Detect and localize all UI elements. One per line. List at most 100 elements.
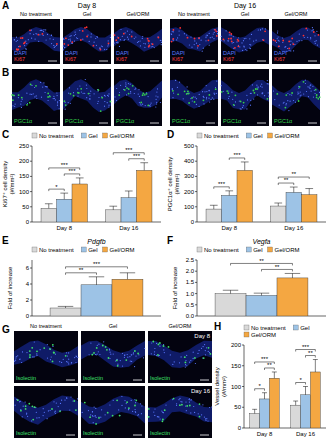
nucleus — [181, 356, 182, 357]
stain-spot — [118, 94, 120, 96]
nucleus — [232, 99, 233, 100]
nucleus — [34, 87, 35, 88]
nucleus — [208, 98, 209, 99]
bar — [237, 170, 252, 222]
error-bar — [128, 191, 129, 198]
plot-area — [215, 273, 308, 316]
stain-spot — [214, 29, 216, 31]
stain-spot — [108, 42, 110, 44]
stain-spot — [243, 102, 245, 104]
error-bar — [244, 162, 245, 170]
nucleus — [267, 80, 268, 81]
stain-spot — [234, 47, 236, 49]
nucleus — [125, 407, 126, 408]
scale-bar — [200, 435, 209, 436]
stain-spot — [25, 408, 27, 410]
nucleus — [104, 106, 105, 107]
stain-spot — [168, 346, 170, 348]
nucleus — [317, 45, 318, 46]
nucleus — [315, 43, 316, 44]
legend-swatch — [246, 247, 251, 252]
nucleus — [108, 44, 109, 45]
nucleus — [173, 40, 174, 41]
error-bar — [309, 189, 310, 195]
stain-spot — [276, 93, 278, 95]
nucleus — [172, 88, 173, 89]
nucleus — [262, 28, 263, 29]
column-header: No treatment — [30, 323, 62, 329]
stain-spot — [53, 352, 55, 354]
nucleus — [161, 410, 162, 411]
legend-swatch — [197, 247, 202, 252]
tissue — [63, 79, 111, 112]
nucleus — [249, 38, 250, 39]
nucleus — [307, 86, 308, 87]
nucleus — [21, 362, 22, 363]
significance-label: *** — [133, 153, 141, 159]
nucleus — [319, 92, 320, 93]
nucleus — [305, 80, 306, 81]
nucleus — [204, 417, 205, 418]
nucleus — [125, 82, 126, 83]
nucleus — [67, 355, 68, 356]
nucleus — [128, 83, 129, 84]
stain-spot — [177, 93, 179, 95]
error-cap — [293, 401, 298, 402]
scale-bar — [200, 380, 209, 381]
nucleus — [297, 92, 298, 93]
nucleus — [155, 95, 156, 96]
y-axis — [32, 146, 33, 222]
error-bar — [292, 273, 293, 277]
nucleus — [77, 96, 78, 97]
nucleus — [110, 37, 111, 38]
scale-bar — [133, 380, 142, 381]
stain-spot — [26, 104, 28, 106]
nucleus — [264, 95, 265, 96]
nucleus — [39, 34, 40, 35]
error-cap — [274, 203, 282, 204]
nucleus — [55, 413, 56, 414]
legend-swatch — [103, 247, 108, 252]
legend-label: Gel — [88, 133, 97, 139]
stain-spot — [186, 405, 188, 407]
nucleus — [98, 344, 99, 345]
nucleus — [199, 106, 200, 107]
y-tick — [30, 222, 32, 223]
stain-spot — [230, 33, 232, 35]
nucleus — [210, 37, 211, 38]
micrograph — [11, 69, 60, 126]
column-header: Gel — [83, 11, 92, 17]
nucleus — [204, 344, 205, 345]
nucleus — [229, 96, 230, 97]
nucleus — [54, 47, 55, 48]
nucleus — [148, 96, 149, 97]
nucleus — [260, 29, 261, 30]
nucleus — [55, 411, 56, 412]
scale-bar — [206, 61, 215, 62]
stain-spot — [115, 39, 117, 41]
nucleus — [118, 409, 119, 410]
nucleus — [39, 417, 40, 418]
nucleus — [249, 44, 250, 45]
nucleus — [148, 42, 149, 43]
y-tick-label: 6 — [26, 265, 30, 271]
nucleus — [246, 50, 247, 51]
scale-bar — [66, 380, 75, 381]
micrograph — [221, 19, 270, 64]
nucleus — [131, 400, 132, 401]
y-tick — [195, 191, 197, 192]
legend-label: No treatment — [39, 133, 74, 139]
stain-spot — [65, 37, 67, 39]
nucleus — [49, 348, 50, 349]
nucleus — [17, 40, 18, 41]
stain-spot — [253, 90, 255, 92]
nucleus — [104, 49, 105, 50]
nucleus — [125, 32, 126, 33]
nucleus — [228, 98, 229, 99]
nucleus — [114, 43, 115, 44]
legend-swatch — [81, 133, 86, 138]
y-axis-title: (#/mm²) — [9, 174, 15, 195]
stain-spot — [82, 30, 84, 32]
bar — [81, 285, 112, 316]
nucleus — [189, 402, 190, 403]
